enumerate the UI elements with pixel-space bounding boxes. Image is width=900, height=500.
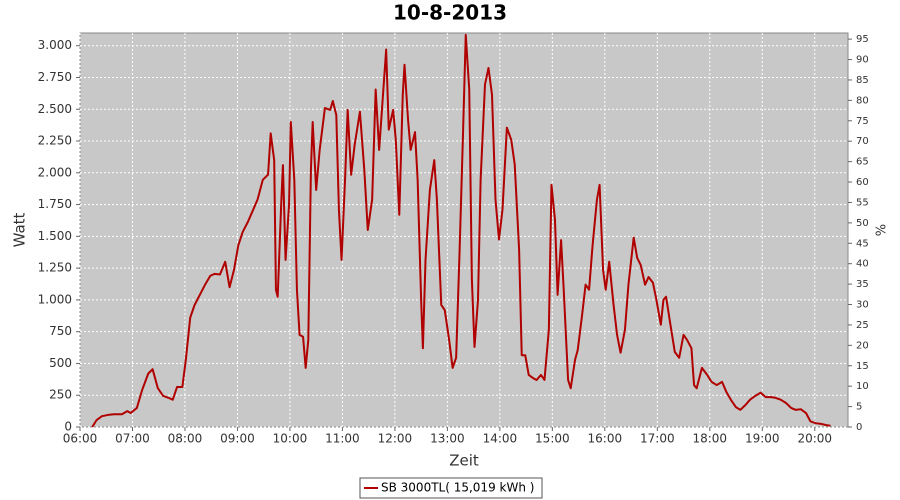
y2-tick-label: 15	[856, 361, 869, 372]
y2-tick-label: 65	[856, 157, 869, 168]
x-tick-label: 13:00	[430, 432, 465, 446]
y-tick-label: 3.000	[38, 38, 72, 52]
y-tick-label: 1.250	[38, 261, 72, 275]
x-tick-label: 14:00	[483, 432, 518, 446]
y2-tick-label: 40	[856, 259, 869, 270]
y2-tick-label: 30	[856, 300, 869, 311]
x-tick-label: 17:00	[640, 432, 675, 446]
x-tick-label: 16:00	[588, 432, 623, 446]
y2-tick-label: 55	[856, 197, 869, 208]
x-tick-label: 19:00	[745, 432, 780, 446]
y-tick-label: 1.500	[38, 229, 72, 243]
y2-tick-label: 60	[856, 177, 869, 188]
y2-tick-label: 35	[856, 279, 869, 290]
y-tick-label: 500	[49, 356, 72, 370]
y2-tick-label: 70	[856, 136, 869, 147]
y2-axis-label: %	[875, 224, 890, 236]
x-tick-label: 20:00	[797, 432, 832, 446]
y-axis-label: Watt	[11, 212, 29, 247]
x-tick-label: 12:00	[378, 432, 413, 446]
axes: 02505007501.0001.2501.5001.7502.0002.250…	[38, 34, 869, 445]
y2-tick-label: 85	[856, 75, 869, 86]
x-tick-label: 08:00	[168, 432, 203, 446]
legend-label: SB 3000TL( 15,019 kWh )	[381, 481, 534, 495]
y2-tick-label: 0	[856, 422, 862, 433]
chart-title: 10-8-2013	[393, 1, 507, 25]
y2-tick-label: 5	[856, 402, 862, 413]
y-tick-label: 250	[49, 388, 72, 402]
y2-tick-label: 25	[856, 320, 869, 331]
y-tick-label: 2.250	[38, 134, 72, 148]
marks	[91, 33, 831, 428]
y-tick-label: 750	[49, 324, 72, 338]
y-tick-label: 1.750	[38, 197, 72, 211]
y-tick-label: 1.000	[38, 292, 72, 306]
x-tick-label: 11:00	[325, 432, 360, 446]
x-tick-label: 15:00	[535, 432, 570, 446]
y2-tick-label: 50	[856, 218, 869, 229]
y2-tick-label: 45	[856, 238, 869, 249]
x-tick-label: 18:00	[692, 432, 727, 446]
y2-tick-label: 20	[856, 340, 869, 351]
y2-tick-label: 95	[856, 34, 869, 45]
x-tick-label: 10:00	[273, 432, 308, 446]
y2-tick-label: 80	[856, 95, 869, 106]
series-line	[91, 33, 831, 428]
x-tick-label: 07:00	[115, 432, 150, 446]
y-tick-label: 2.750	[38, 70, 72, 84]
y2-tick-label: 90	[856, 55, 869, 66]
x-tick-label: 06:00	[63, 432, 98, 446]
y-tick-label: 2.500	[38, 102, 72, 116]
y2-tick-label: 10	[856, 381, 869, 392]
x-axis-label: Zeit	[449, 452, 479, 470]
y-tick-label: 2.000	[38, 165, 72, 179]
legend	[359, 477, 543, 499]
x-tick-label: 09:00	[220, 432, 255, 446]
y-tick-label: 0	[64, 420, 72, 434]
y2-tick-label: 75	[856, 116, 869, 127]
